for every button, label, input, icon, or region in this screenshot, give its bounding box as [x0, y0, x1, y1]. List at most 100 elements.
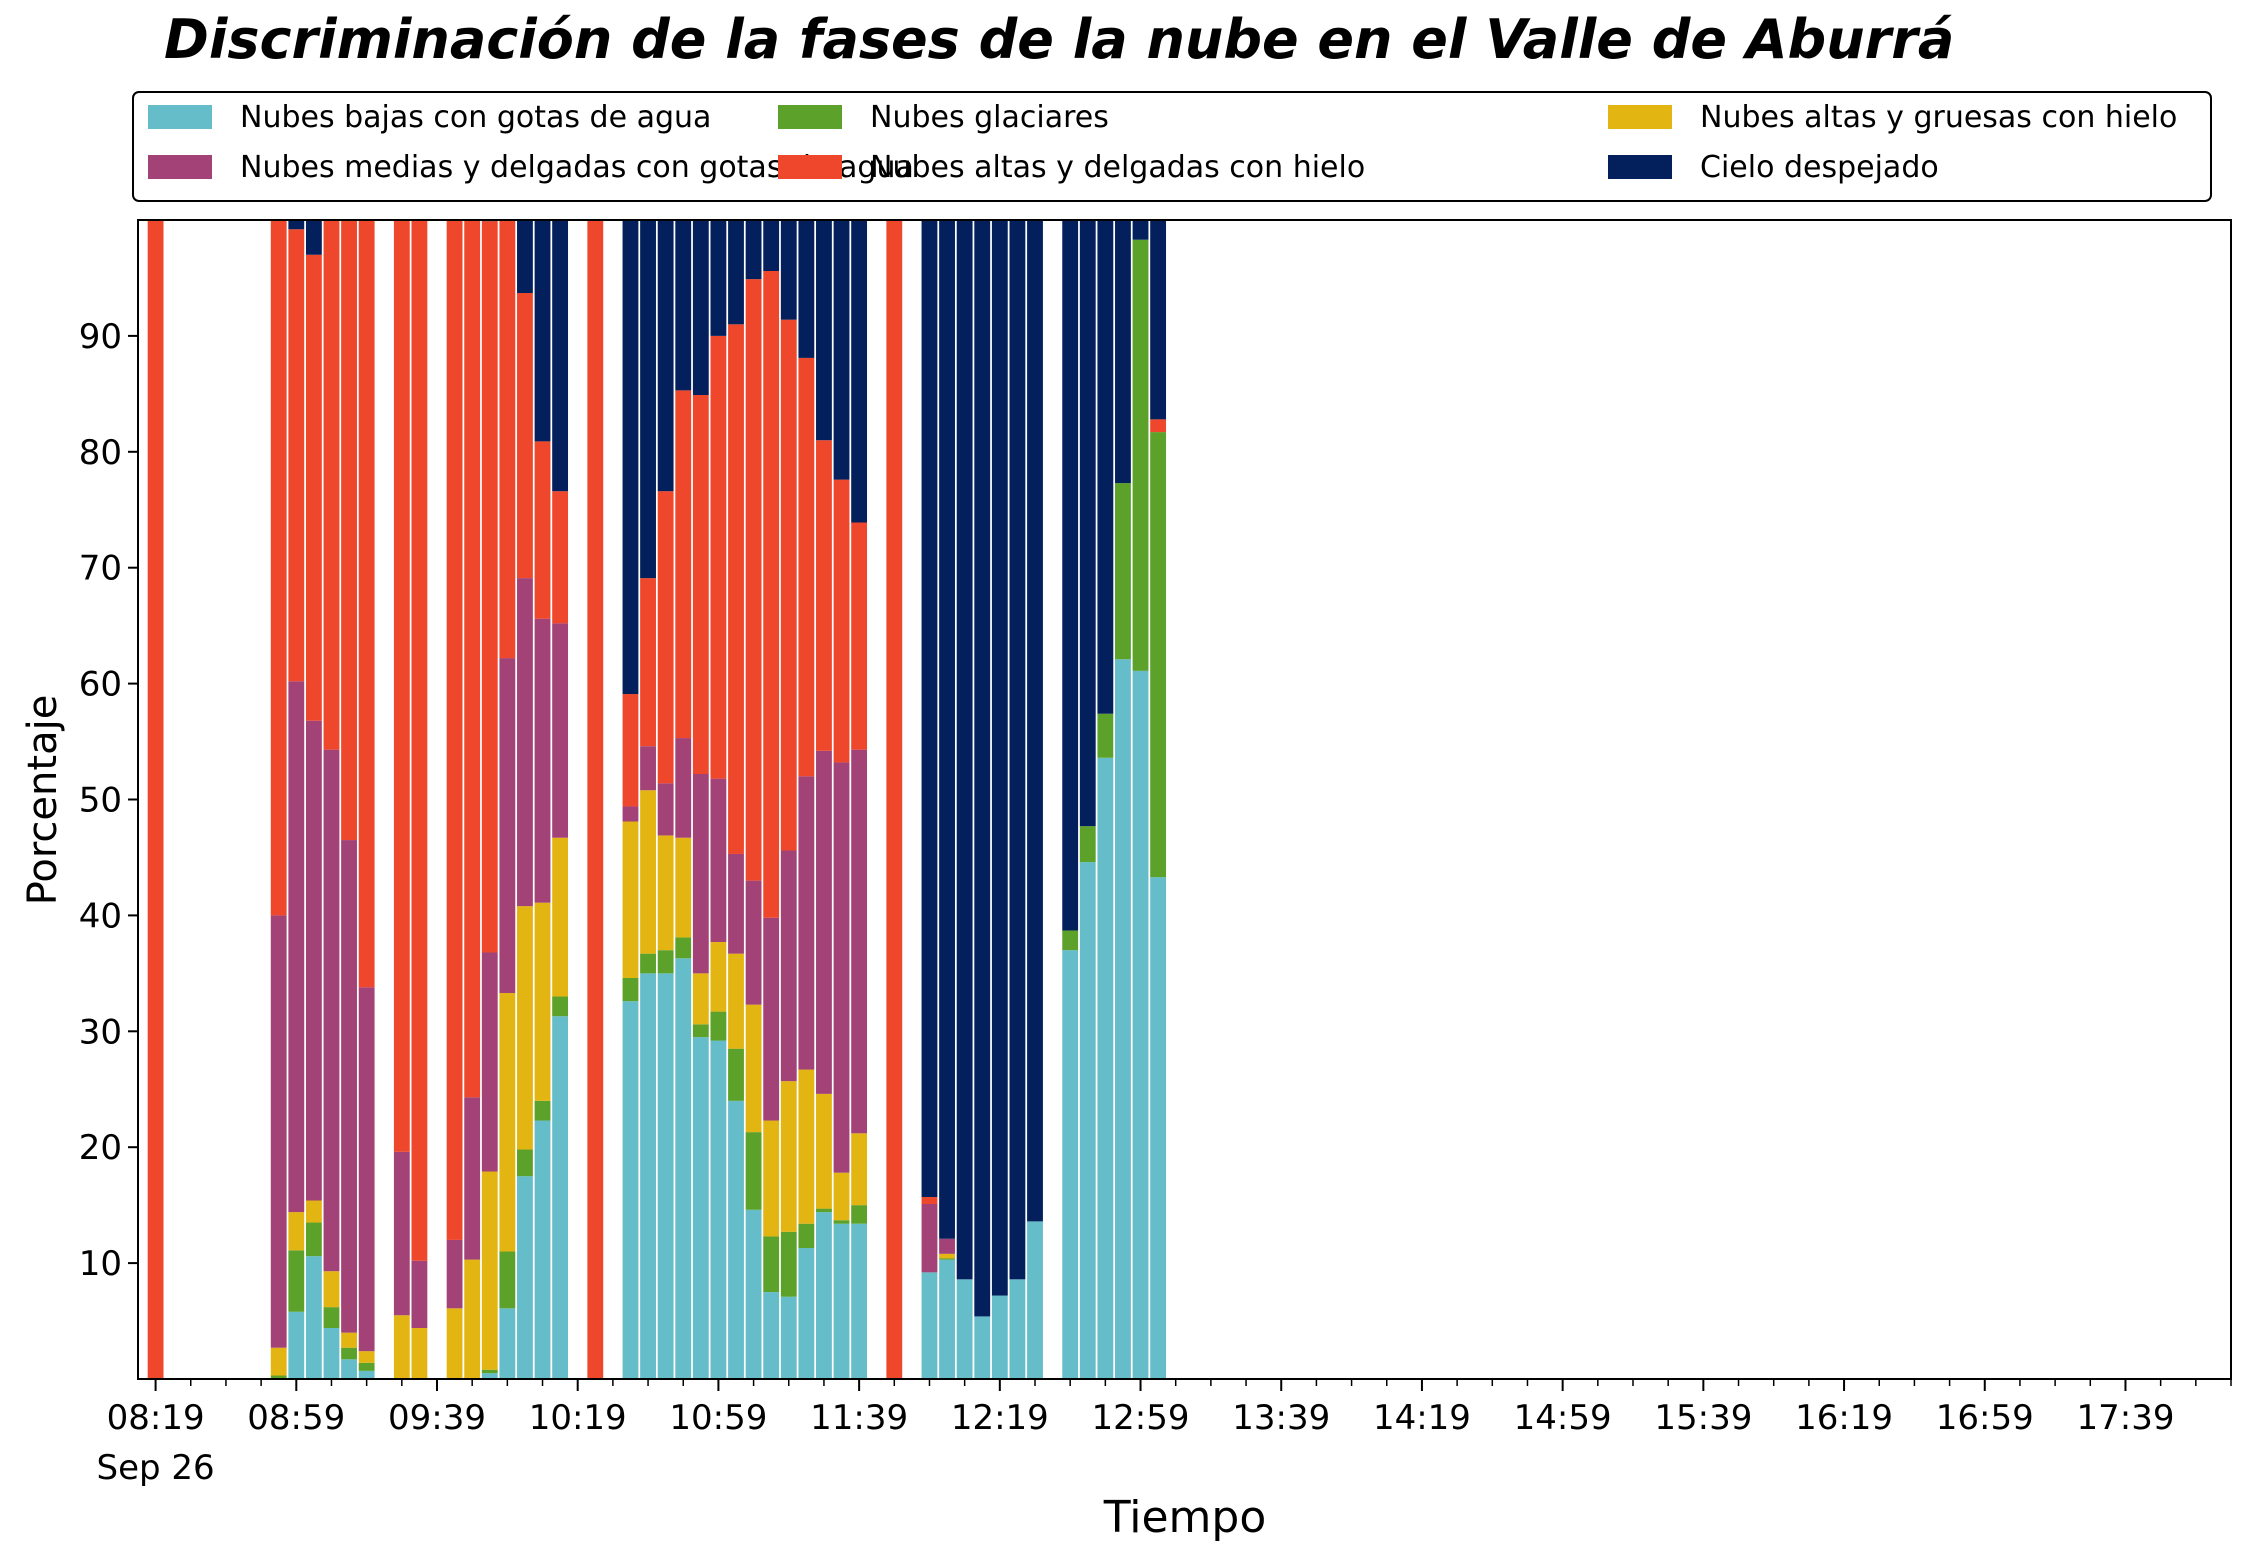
legend-swatch-nubes-altas-y-gruesas-con-hielo — [1608, 105, 1672, 129]
bar-1159-nubes-bajas-con-gotas-de-agua — [921, 1272, 938, 1379]
bar-0919-nubes-medias-y-delgadas-con-gotas-de-agua — [358, 987, 375, 1352]
bar-1009-nubes-altas-y-gruesas-con-hielo — [534, 902, 551, 1101]
bar-1204-nubes-altas-y-gruesas-con-hielo — [939, 1253, 955, 1259]
bar-1054-nubes-altas-y-delgadas-con-hielo — [692, 395, 709, 774]
bar-1039-nubes-glaciares — [640, 953, 656, 974]
bar-1249-nubes-glaciares — [1097, 713, 1114, 758]
bar-1124-cielo-despejado — [798, 220, 815, 358]
y-tick-label-10: 10 — [79, 1244, 122, 1284]
legend-swatch-cielo-despejado — [1608, 155, 1672, 179]
bar-1214-nubes-bajas-con-gotas-de-agua — [974, 1316, 991, 1379]
bar-0959-nubes-bajas-con-gotas-de-agua — [499, 1308, 516, 1379]
chart-title: Discriminación de la fases de la nube en… — [164, 8, 1954, 71]
bar-1034-cielo-despejado — [622, 220, 639, 695]
bar-1044-nubes-bajas-con-gotas-de-agua — [657, 973, 674, 1379]
bar-1229-nubes-bajas-con-gotas-de-agua — [1027, 1221, 1043, 1379]
bar-1224-cielo-despejado — [1009, 220, 1026, 1280]
bar-1114-nubes-bajas-con-gotas-de-agua — [763, 1292, 780, 1379]
bar-0854-nubes-altas-y-gruesas-con-hielo — [270, 1347, 287, 1376]
x-tick-label-1619: 16:19 — [1795, 1398, 1893, 1438]
bar-1049-nubes-altas-y-delgadas-con-hielo — [675, 390, 692, 739]
x-tick-label-1659: 16:59 — [1936, 1398, 2034, 1438]
bar-0914-nubes-altas-y-gruesas-con-hielo — [341, 1332, 357, 1348]
bar-1304-nubes-altas-y-delgadas-con-hielo — [1150, 419, 1167, 433]
bar-0949-nubes-altas-y-gruesas-con-hielo — [464, 1259, 481, 1379]
x-tick-label-1139: 11:39 — [810, 1398, 908, 1438]
bar-1219-nubes-bajas-con-gotas-de-agua — [991, 1295, 1008, 1379]
x-tick-label-0859: 08:59 — [247, 1398, 345, 1438]
bar-0919-nubes-bajas-con-gotas-de-agua — [358, 1370, 375, 1379]
bar-1039-nubes-bajas-con-gotas-de-agua — [640, 973, 656, 1379]
bar-0929-nubes-medias-y-delgadas-con-gotas-de-agua — [393, 1151, 410, 1316]
bar-1124-nubes-medias-y-delgadas-con-gotas-de-agua — [798, 776, 815, 1070]
bar-1139-nubes-medias-y-delgadas-con-gotas-de-agua — [851, 749, 868, 1134]
y-tick-label-60: 60 — [79, 665, 122, 705]
bar-1254-nubes-glaciares — [1115, 483, 1131, 660]
bar-1104-nubes-bajas-con-gotas-de-agua — [728, 1100, 744, 1379]
legend-label-cielo-despejado: Cielo despejado — [1700, 150, 1939, 185]
bar-0954-nubes-medias-y-delgadas-con-gotas-de-agua — [481, 952, 498, 1172]
bar-0944-nubes-medias-y-delgadas-con-gotas-de-agua — [446, 1239, 463, 1309]
legend-swatch-nubes-glaciares — [778, 105, 842, 129]
bar-1049-cielo-despejado — [675, 220, 692, 391]
bar-0929-nubes-altas-y-delgadas-con-hielo — [393, 220, 410, 1152]
bar-1304-nubes-bajas-con-gotas-de-agua — [1150, 877, 1167, 1379]
bar-1114-cielo-despejado — [763, 220, 780, 271]
bar-0904-nubes-medias-y-delgadas-con-gotas-de-agua — [305, 720, 322, 1201]
bar-1039-nubes-medias-y-delgadas-con-gotas-de-agua — [640, 746, 656, 791]
y-tick-label-30: 30 — [79, 1012, 122, 1052]
bar-0904-nubes-bajas-con-gotas-de-agua — [305, 1256, 322, 1379]
bar-1134-nubes-glaciares — [833, 1220, 850, 1224]
bar-0909-nubes-altas-y-gruesas-con-hielo — [323, 1271, 340, 1308]
legend: Nubes bajas con gotas de agua Nubes glaci… — [132, 91, 2212, 202]
bar-0919-nubes-glaciares — [358, 1362, 375, 1371]
bar-1259-cielo-despejado — [1132, 220, 1149, 240]
bar-1009-nubes-altas-y-delgadas-con-hielo — [534, 441, 551, 619]
legend-swatch-nubes-medias-y-delgadas-con-gotas-de-agua — [148, 155, 212, 179]
y-tick-label-80: 80 — [79, 433, 122, 473]
bar-0854-nubes-altas-y-delgadas-con-hielo — [270, 220, 287, 916]
x-tick-label-1059: 10:59 — [669, 1398, 767, 1438]
bar-1044-nubes-glaciares — [657, 950, 674, 974]
x-tick-label-1019: 10:19 — [529, 1398, 627, 1438]
bar-1104-nubes-medias-y-delgadas-con-gotas-de-agua — [728, 853, 744, 954]
bar-0819-nubes-altas-y-delgadas-con-hielo — [147, 220, 164, 1379]
bar-1139-nubes-altas-y-delgadas-con-hielo — [851, 522, 868, 750]
bar-1119-nubes-medias-y-delgadas-con-gotas-de-agua — [780, 850, 797, 1082]
bar-1114-nubes-glaciares — [763, 1236, 780, 1293]
bar-1134-nubes-altas-y-delgadas-con-hielo — [833, 479, 850, 763]
bar-1049-nubes-glaciares — [675, 937, 692, 959]
bar-1204-nubes-medias-y-delgadas-con-gotas-de-agua — [939, 1238, 955, 1254]
bar-1034-nubes-medias-y-delgadas-con-gotas-de-agua — [622, 806, 639, 822]
bar-1239-cielo-despejado — [1062, 220, 1079, 931]
y-tick-label-70: 70 — [79, 549, 122, 589]
bar-0914-nubes-glaciares — [341, 1347, 357, 1360]
bar-1149-nubes-altas-y-delgadas-con-hielo — [886, 220, 903, 1379]
bar-0914-nubes-altas-y-delgadas-con-hielo — [341, 220, 357, 841]
bar-0959-nubes-altas-y-delgadas-con-hielo — [499, 220, 516, 659]
bar-1114-nubes-altas-y-delgadas-con-hielo — [763, 271, 780, 918]
bar-1059-nubes-glaciares — [710, 1011, 727, 1041]
bar-1134-cielo-despejado — [833, 220, 850, 480]
bar-1129-cielo-despejado — [816, 220, 832, 441]
bar-0919-nubes-altas-y-gruesas-con-hielo — [358, 1351, 375, 1363]
bar-0904-nubes-altas-y-gruesas-con-hielo — [305, 1200, 322, 1223]
legend-label-nubes-altas-y-gruesas-con-hielo: Nubes altas y gruesas con hielo — [1700, 100, 2177, 135]
bar-0944-nubes-altas-y-gruesas-con-hielo — [446, 1308, 463, 1379]
bar-1129-nubes-glaciares — [816, 1208, 832, 1213]
bar-1124-nubes-glaciares — [798, 1223, 815, 1249]
bar-0909-nubes-glaciares — [323, 1307, 340, 1328]
bar-1134-nubes-medias-y-delgadas-con-gotas-de-agua — [833, 762, 850, 1173]
bar-1134-nubes-bajas-con-gotas-de-agua — [833, 1223, 850, 1379]
bar-1139-nubes-altas-y-gruesas-con-hielo — [851, 1133, 868, 1206]
bar-0949-nubes-medias-y-delgadas-con-gotas-de-agua — [464, 1097, 481, 1260]
bar-1249-nubes-bajas-con-gotas-de-agua — [1097, 757, 1114, 1379]
bar-0929-nubes-altas-y-gruesas-con-hielo — [393, 1315, 410, 1379]
bar-1159-cielo-despejado — [921, 220, 938, 1198]
bar-1129-nubes-altas-y-gruesas-con-hielo — [816, 1093, 832, 1209]
legend-frame — [132, 91, 2212, 202]
bar-1119-cielo-despejado — [780, 220, 797, 320]
bar-1249-cielo-despejado — [1097, 220, 1114, 714]
bar-1054-cielo-despejado — [692, 220, 709, 396]
